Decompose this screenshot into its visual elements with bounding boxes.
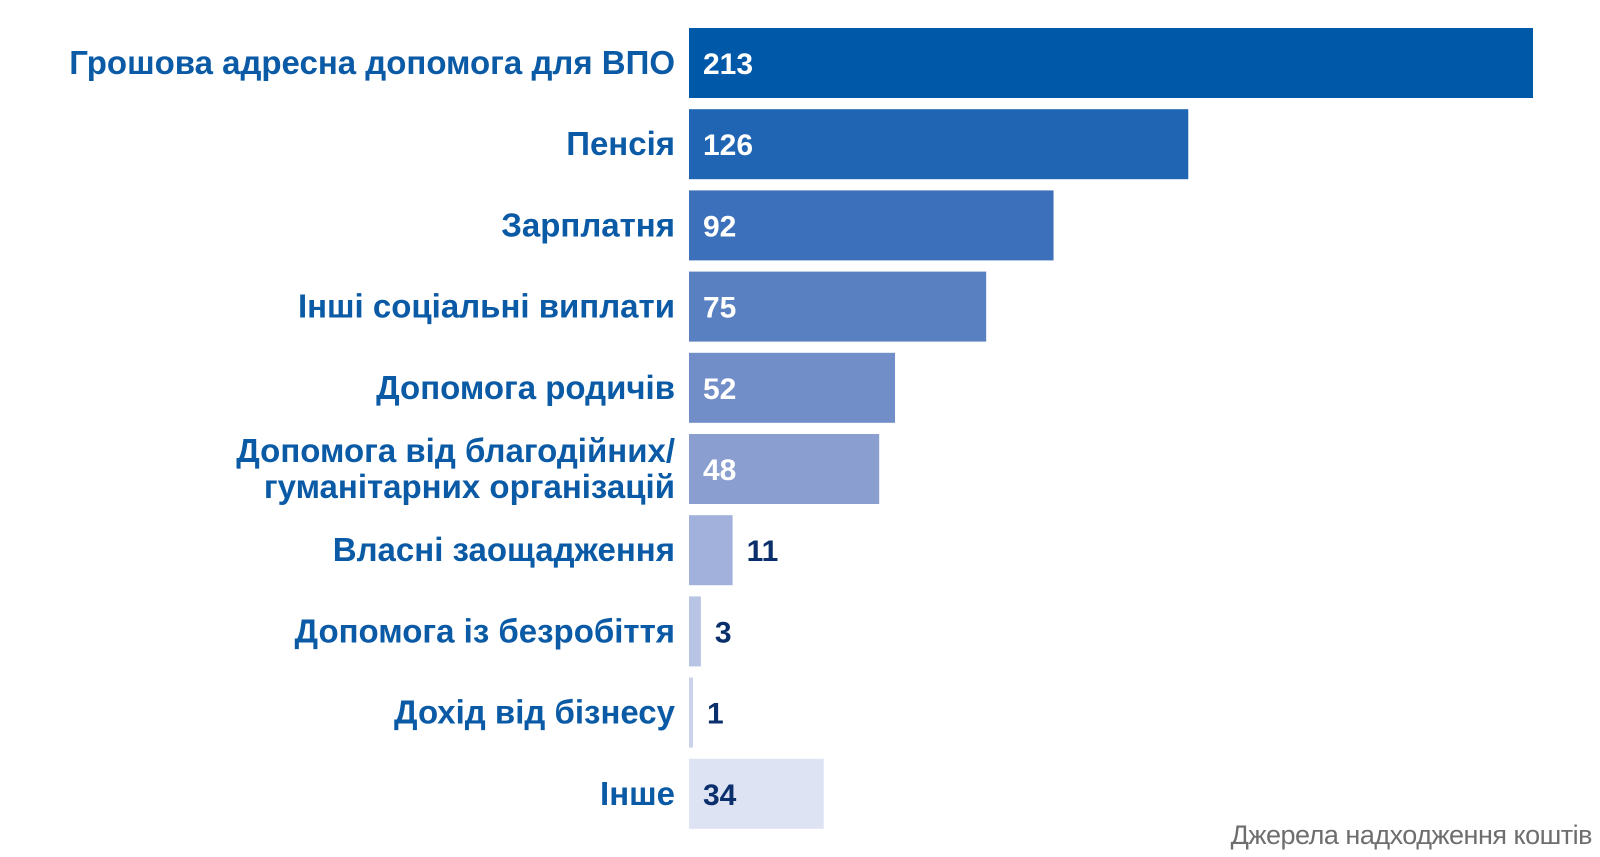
value-label-1: 126 <box>703 129 753 162</box>
value-label-5: 48 <box>703 454 736 487</box>
category-label-9: Інше <box>600 775 675 812</box>
category-label-2: Зарплатня <box>501 206 675 243</box>
category-label-3: Інші соціальні виплати <box>298 288 675 325</box>
category-label-4: Допомога родичів <box>376 369 675 406</box>
bar-6 <box>689 515 733 586</box>
bar-0 <box>689 28 1533 98</box>
bar-7 <box>689 596 701 667</box>
bar-2 <box>689 190 1054 261</box>
category-label-1: Пенсія <box>566 125 675 162</box>
value-label-0: 213 <box>703 48 753 81</box>
bar-1 <box>689 109 1189 180</box>
bar-4 <box>689 352 896 423</box>
category-label-5-line-0: Допомога від благодійних/ <box>236 432 675 469</box>
bar-5 <box>689 434 880 504</box>
value-label-4: 52 <box>703 373 736 406</box>
category-label-5-line-1: гуманітарних організацій <box>264 468 675 505</box>
value-label-2: 92 <box>703 210 736 243</box>
category-label-8: Дохід від бізнесу <box>394 694 676 731</box>
category-label-7: Допомога із безробіття <box>295 612 675 649</box>
value-label-3: 75 <box>703 292 736 325</box>
category-label-6: Власні заощадження <box>333 531 675 568</box>
value-label-8: 1 <box>707 698 724 731</box>
bar-3 <box>689 271 987 342</box>
value-label-7: 3 <box>715 616 732 649</box>
bar-9 <box>689 758 824 829</box>
category-label-0: Грошова адресна допомога для ВПО <box>69 44 675 81</box>
value-label-9: 34 <box>703 779 737 812</box>
bar-8 <box>689 677 693 748</box>
value-label-6: 11 <box>747 535 779 568</box>
chart-caption: Джерела надходження коштів <box>1230 820 1593 850</box>
